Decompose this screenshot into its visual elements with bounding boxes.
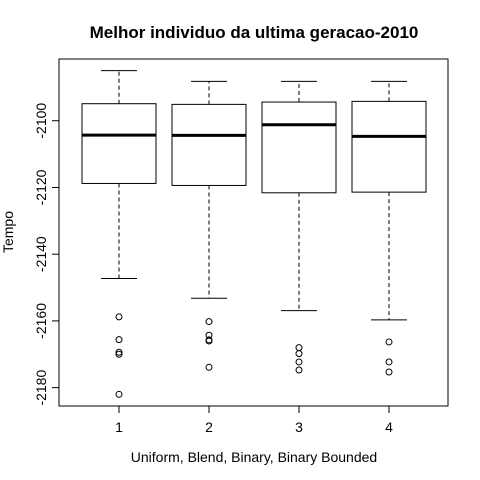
outlier-point xyxy=(295,358,303,366)
y-tick-label: -2180 xyxy=(33,370,49,406)
outlier-point xyxy=(295,350,303,358)
outlier-point xyxy=(385,368,393,376)
outlier-point xyxy=(115,350,123,358)
box-series xyxy=(81,70,427,398)
outlier-point xyxy=(385,358,393,366)
y-tick-label: -2120 xyxy=(33,169,49,205)
outlier-point xyxy=(385,338,393,346)
outlier-point xyxy=(205,337,213,345)
iqr-box xyxy=(351,100,427,193)
y-tick-label: -2140 xyxy=(33,236,49,272)
outlier-point xyxy=(295,344,303,352)
y-axis-label: Tempo xyxy=(0,211,16,253)
outlier-point xyxy=(205,363,213,371)
chart-title: Melhor individuo da ultima geracao-2010 xyxy=(90,23,419,42)
outlier-point xyxy=(115,390,123,398)
x-axis-label: Uniform, Blend, Binary, Binary Bounded xyxy=(131,449,377,465)
y-tick-label: -2160 xyxy=(33,303,49,339)
iqr-box xyxy=(261,101,337,194)
outlier-point xyxy=(115,348,123,356)
box-group-1 xyxy=(81,70,157,398)
outlier-point xyxy=(205,318,213,326)
x-tick-label: 2 xyxy=(205,419,213,435)
outlier-point xyxy=(295,366,303,374)
x-tick-label: 3 xyxy=(295,419,303,435)
y-tick-label: -2100 xyxy=(33,103,49,139)
box-group-3 xyxy=(261,80,337,374)
y-axis: -2100 -2120 -2140 -2160 -2180 xyxy=(33,103,60,406)
x-axis: 1 2 3 4 xyxy=(115,405,393,435)
outlier-point xyxy=(115,336,123,344)
iqr-box xyxy=(171,103,247,186)
box-group-2 xyxy=(171,80,247,371)
x-tick-label: 4 xyxy=(385,419,393,435)
x-tick-label: 1 xyxy=(115,419,123,435)
iqr-box xyxy=(81,103,157,184)
outlier-point xyxy=(115,313,123,321)
box-group-4 xyxy=(351,80,427,376)
